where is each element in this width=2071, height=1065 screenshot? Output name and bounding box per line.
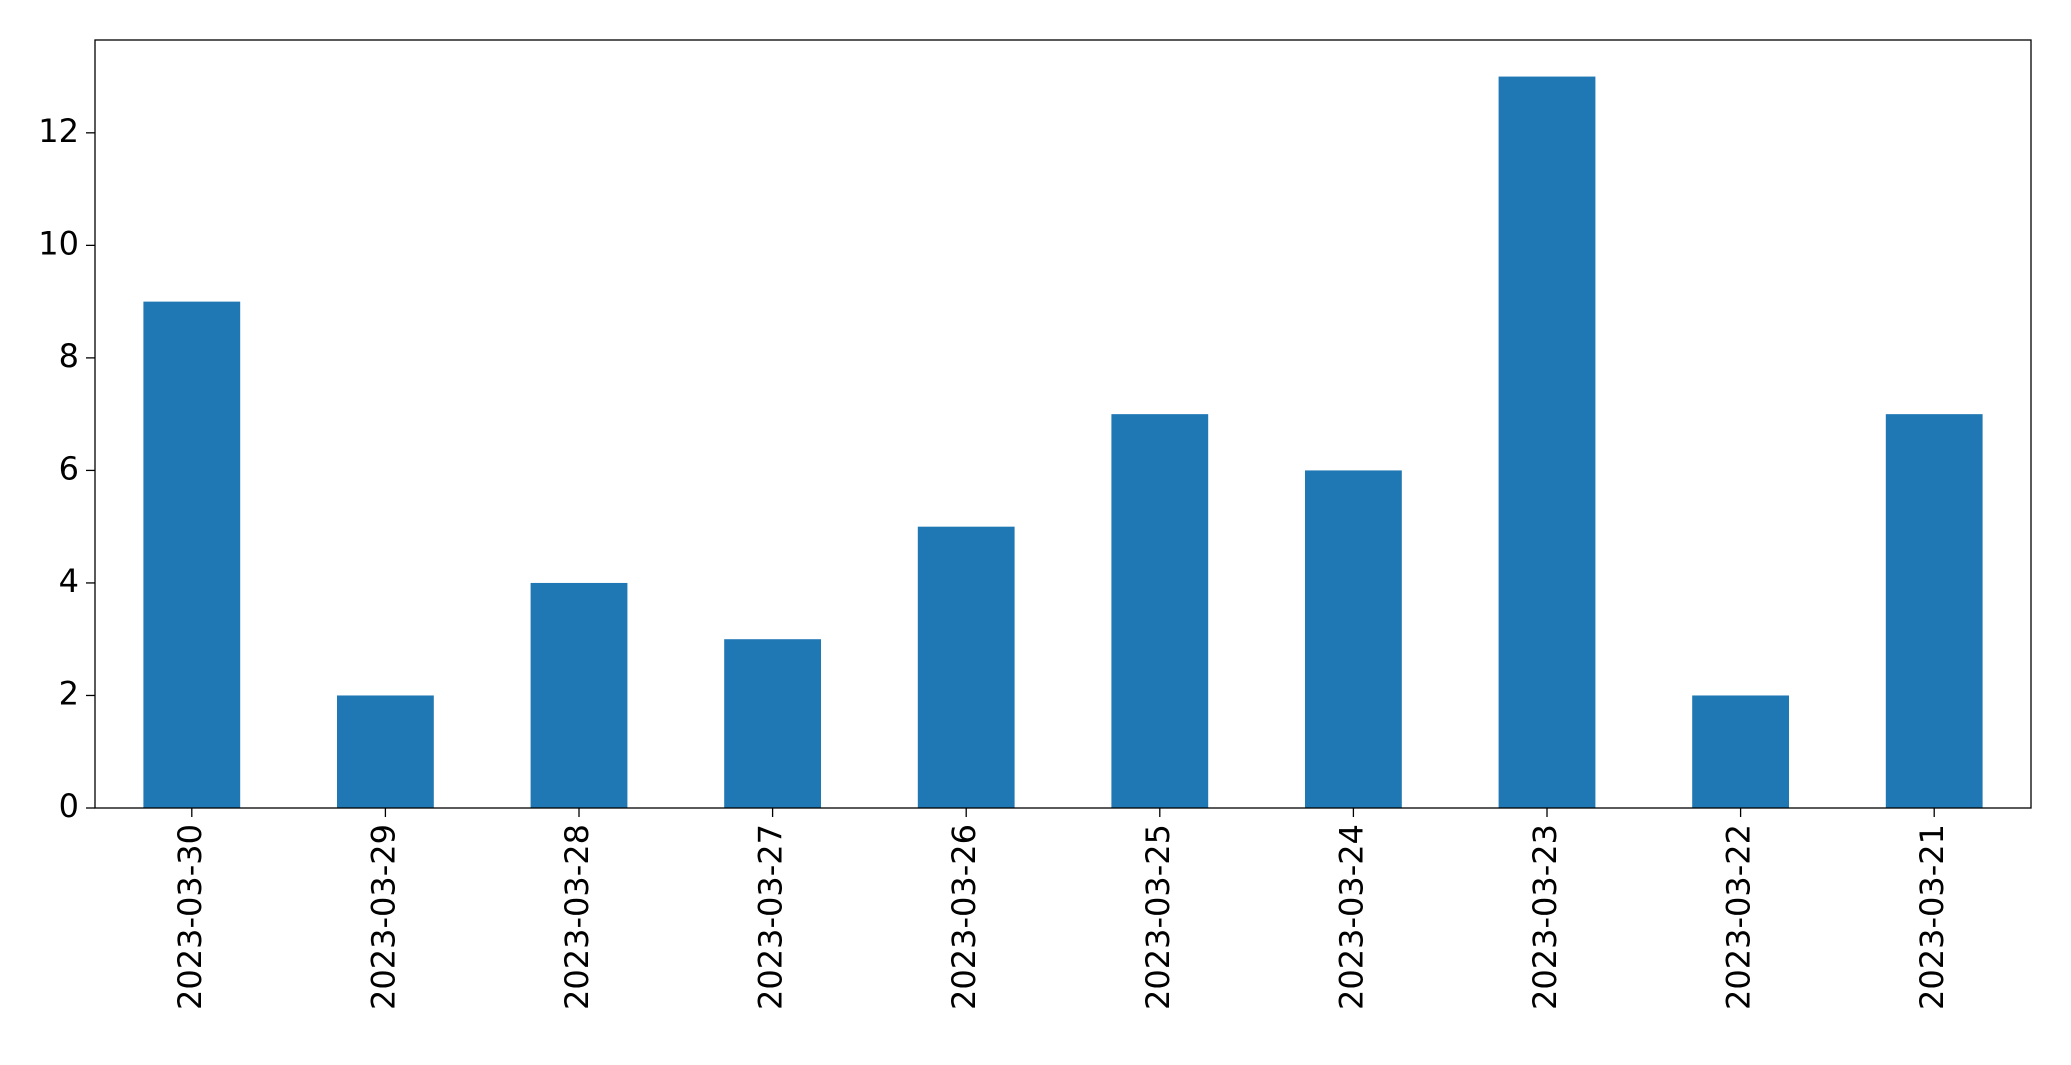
bar bbox=[1885, 414, 1983, 808]
bar bbox=[1305, 470, 1402, 808]
bar bbox=[1111, 414, 1209, 808]
x-tick-label: 2023-03-24 bbox=[1332, 824, 1370, 1010]
y-tick-label: 12 bbox=[38, 112, 79, 150]
x-tick-label: 2023-03-22 bbox=[1720, 824, 1758, 1010]
y-tick-label: 8 bbox=[59, 337, 79, 375]
y-tick-label: 2 bbox=[59, 674, 79, 712]
plot-frame bbox=[94, 39, 2032, 809]
bar bbox=[337, 695, 434, 808]
x-tick-label: 2023-03-23 bbox=[1526, 824, 1564, 1010]
bar bbox=[530, 582, 628, 808]
x-tick-label: 2023-03-26 bbox=[945, 824, 983, 1010]
y-tick-label: 10 bbox=[38, 224, 79, 262]
x-tick-label: 2023-03-25 bbox=[1139, 824, 1177, 1010]
x-tick-label: 2023-03-28 bbox=[558, 824, 596, 1010]
x-tick-label: 2023-03-27 bbox=[752, 824, 790, 1010]
y-tick-label: 0 bbox=[59, 787, 79, 825]
y-tick-label: 6 bbox=[59, 449, 79, 487]
bar bbox=[917, 526, 1015, 808]
y-tick-label: 4 bbox=[59, 562, 79, 600]
x-tick-label: 2023-03-29 bbox=[364, 824, 402, 1010]
bar bbox=[1692, 695, 1789, 808]
bar bbox=[724, 639, 821, 808]
x-tick-label: 2023-03-21 bbox=[1913, 824, 1951, 1010]
bar bbox=[143, 301, 241, 808]
bar bbox=[1498, 76, 1596, 809]
x-tick-label: 2023-03-30 bbox=[171, 824, 209, 1010]
